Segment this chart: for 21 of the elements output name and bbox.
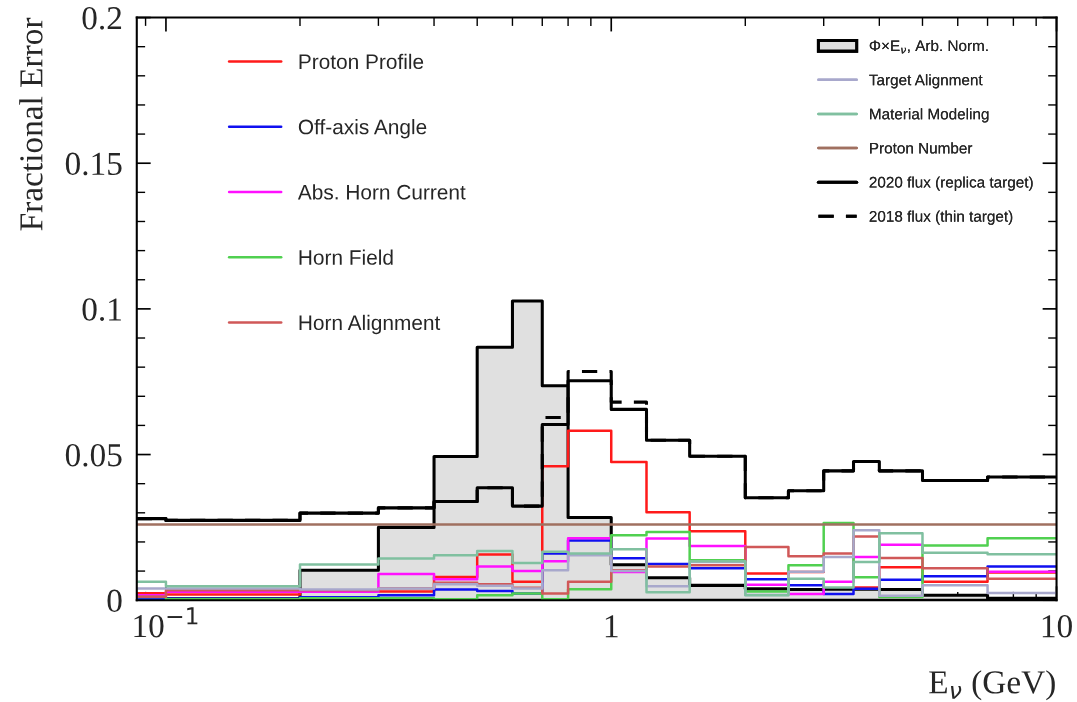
y-tick-label: 0: [107, 589, 122, 613]
legend-label: Abs. Horn Current: [297, 184, 466, 200]
x-tick-label: 10: [1042, 615, 1072, 638]
legend-label: 2018 flux (thin target): [869, 210, 1013, 225]
y-tick-label: 0.15: [65, 152, 122, 176]
y-tick-label: 0.2: [82, 6, 122, 30]
legend-label: Horn Alignment: [299, 314, 441, 335]
y-tick-label: 0.05: [65, 443, 122, 467]
legend-label: Horn Field: [299, 249, 393, 265]
x-tick-label: 10$^{−1}$: [134, 607, 198, 638]
legend-label: Φ×E$_{ν}$, Arb. Norm.: [869, 39, 988, 54]
x-axis-title: E$_{ν}$ (GeV): [929, 670, 1055, 701]
y-axis-title: Fractional Error: [19, 17, 43, 231]
legend-label: Proton Profile: [299, 53, 424, 70]
legend-label: Material Modeling: [870, 108, 989, 123]
legend-label: Proton Number: [870, 142, 973, 154]
x-tick-label: 1: [605, 615, 618, 638]
legend-label: Off-axis Angle: [298, 119, 427, 139]
y-tick-label: 0.1: [82, 298, 121, 321]
legend-label: 2020 flux (replica target): [869, 176, 1033, 191]
legend-label: Target Alignment: [869, 74, 983, 89]
